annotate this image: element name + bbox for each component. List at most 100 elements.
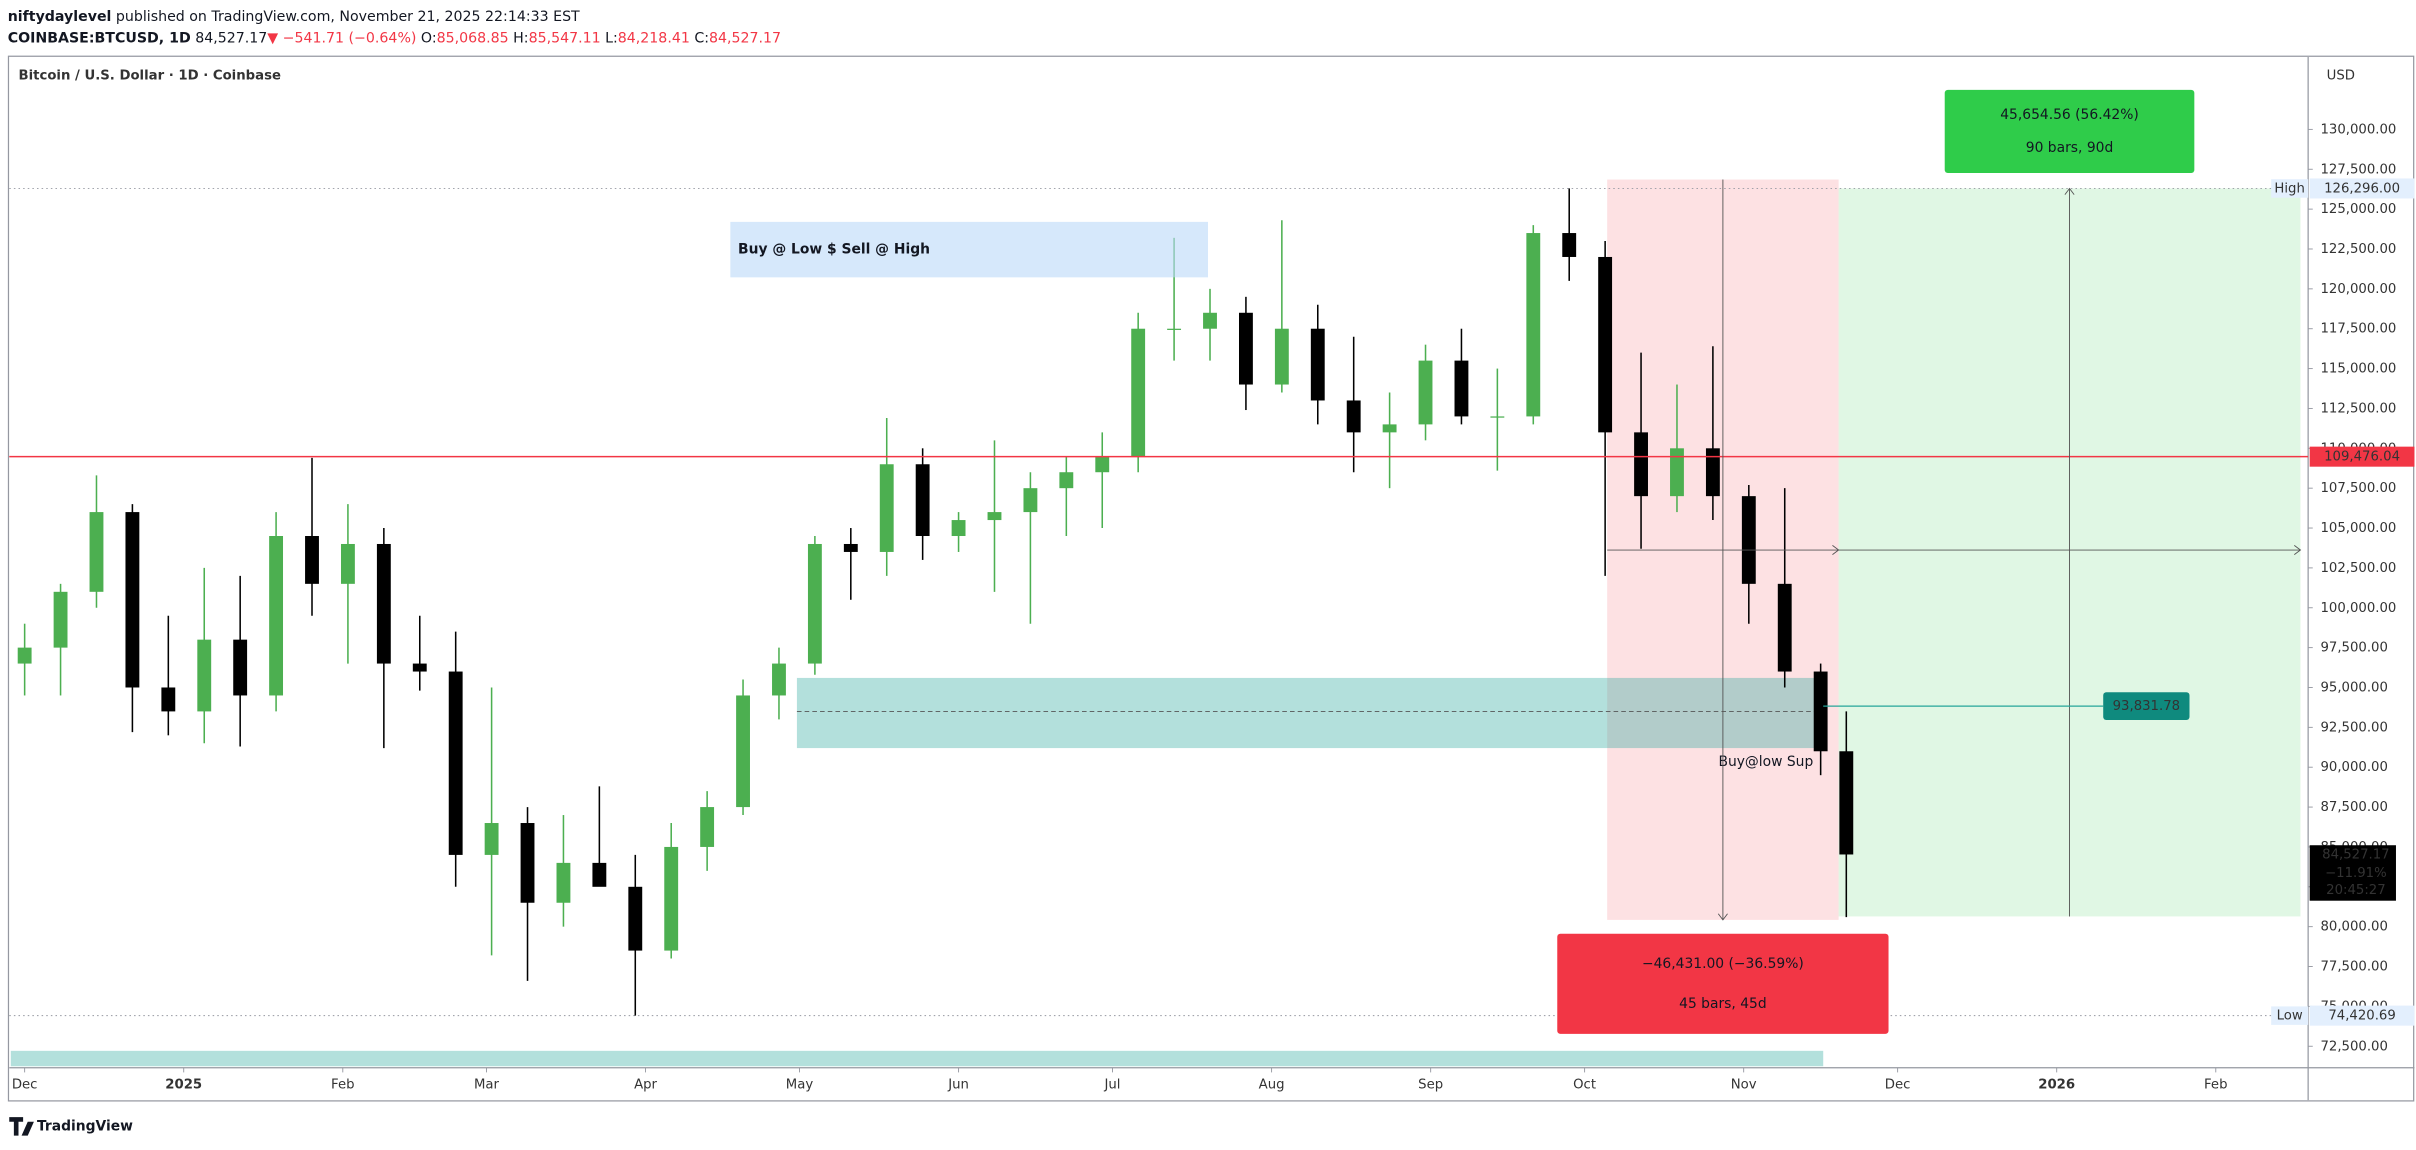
frame: [7, 55, 2415, 1102]
logo: [9, 1117, 34, 1136]
candle-body: [772, 663, 786, 696]
x-tick-label: Apr: [634, 1078, 657, 1093]
ohlc-label: H:: [513, 31, 528, 47]
candle-body: [1418, 360, 1433, 425]
y-tick-label: 102,500.00: [2320, 561, 2396, 576]
header-line: niftydaylevel published on TradingView.c…: [8, 9, 580, 25]
y-tick-label: 80,000.00: [2320, 920, 2387, 935]
x-tick-label: Nov: [1731, 1078, 1757, 1093]
measure-arrowhead: [2064, 187, 2075, 195]
last-price-badge: [2309, 845, 2396, 901]
ohlc-label: L:: [605, 31, 618, 47]
candle-body: [1346, 400, 1361, 433]
y-tick-label: 92,500.00: [2320, 720, 2387, 735]
candle-body: [340, 543, 355, 584]
price-label: 93,831.78: [2113, 699, 2180, 714]
x-tick-label: Feb: [331, 1078, 354, 1093]
y-tick-label: 100,000.00: [2320, 601, 2396, 616]
candle-body: [1059, 472, 1074, 489]
candle-body: [269, 536, 284, 696]
y-tick-label: 130,000.00: [2320, 122, 2396, 137]
y-tick-label: 105,000.00: [2320, 521, 2396, 536]
last-countdown: 20:45:27: [2326, 883, 2386, 898]
candle-body: [951, 520, 966, 537]
candle-body: [736, 695, 750, 808]
axis-badge: [2309, 178, 2415, 199]
candle-body: [376, 543, 391, 664]
y-tick-label: 90,000.00: [2320, 760, 2387, 775]
symbol-line: COINBASE:BTCUSD, 1D 84,527.17▼ −541.71 (…: [8, 31, 781, 47]
candle-body: [592, 862, 607, 887]
candle-body: [1562, 233, 1577, 257]
x-tick-label: Oct: [1573, 1078, 1596, 1093]
y-tick-label: 72,500.00: [2320, 1039, 2387, 1054]
candle-body: [17, 647, 32, 664]
measure-label: 45,654.56 (56.42%): [2000, 107, 2139, 123]
ohlc-label: C:: [694, 31, 709, 47]
annotation-bg: [730, 221, 1208, 278]
candle-body: [448, 671, 463, 855]
axis-badge-label: 126,296.00: [2324, 181, 2400, 196]
candle-body: [1705, 448, 1720, 497]
y-tick-label: 117,500.00: [2320, 322, 2396, 337]
candle-body: [53, 591, 68, 648]
candle-body: [1598, 256, 1613, 433]
candle-body: [1023, 488, 1038, 513]
y-tick-label: 120,000.00: [2320, 282, 2396, 297]
x-tick-label: May: [786, 1078, 814, 1093]
footer-brand: TradingView: [37, 1118, 133, 1134]
y-tick-label: 127,500.00: [2320, 162, 2396, 177]
candle-body: [1238, 312, 1253, 385]
axis-badge-label: 74,420.69: [2328, 1009, 2395, 1024]
axis-badge: [2309, 1005, 2415, 1026]
ohlc-label: O:: [421, 31, 437, 47]
measure-bars: 45 bars, 45d: [1679, 996, 1766, 1012]
measure-arrowhead: [1717, 913, 1728, 921]
x-tick-label: Jul: [1104, 1078, 1121, 1093]
candle-body: [1670, 448, 1684, 497]
measure-box: [1557, 933, 1889, 1034]
price: 84,527.17: [195, 31, 267, 47]
change: ▼ −541.71 (−0.64%): [267, 31, 416, 47]
candle-body: [1167, 328, 1182, 330]
last-change: −11.91%: [2325, 866, 2387, 881]
y-tick-label: 77,500.00: [2320, 960, 2387, 975]
axis-badge: [2309, 446, 2415, 467]
candle-body: [1095, 456, 1110, 473]
x-tick-label: 2026: [2038, 1078, 2075, 1093]
y-tick-label: 122,500.00: [2320, 242, 2396, 257]
candle-body: [843, 543, 858, 552]
y-tick-label: 115,000.00: [2320, 362, 2396, 377]
candle-body: [1526, 233, 1541, 417]
candle-body: [1777, 583, 1792, 672]
candle-body: [1131, 328, 1146, 457]
candle-body: [520, 823, 535, 903]
x-tick-label: Dec: [12, 1078, 38, 1093]
ohlc-value: 84,527.17: [709, 31, 781, 47]
extreme-tag-bg: [2271, 1006, 2309, 1025]
candle-body: [1203, 312, 1217, 329]
candle-body: [1490, 416, 1505, 418]
candle-body: [1634, 432, 1648, 497]
x-tick-label: 2025: [165, 1078, 202, 1093]
x-tick-label: Mar: [474, 1078, 500, 1093]
axis-badge-label: 109,476.04: [2324, 450, 2400, 465]
candle-body: [1741, 496, 1756, 584]
candle-body: [1454, 360, 1469, 417]
candle-body: [1310, 328, 1325, 401]
candle-body: [879, 464, 894, 552]
currency: USD: [2327, 68, 2355, 83]
candle-body: [1813, 671, 1828, 752]
candle-body: [305, 536, 319, 584]
x-tick-label: Feb: [2204, 1078, 2227, 1093]
symbol: COINBASE:BTCUSD, 1D: [8, 31, 191, 47]
ohlc-value: 84,218.41: [618, 31, 690, 47]
extreme-tag-bg: [2271, 179, 2309, 198]
y-tick-label: 95,000.00: [2320, 680, 2387, 695]
zone-label: Buy@low Sup: [1718, 754, 1813, 770]
price-label-bg: [2103, 692, 2190, 720]
candle-body: [1274, 328, 1289, 385]
ohlc-value: 85,068.85: [437, 31, 509, 47]
measure-arrowhead: [1832, 545, 1840, 556]
